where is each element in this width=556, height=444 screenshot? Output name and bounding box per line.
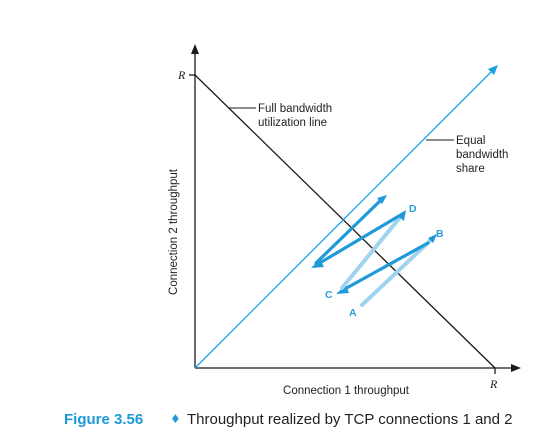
arrow-b-to-c [341,241,430,292]
point-label-d: D [409,203,417,215]
full-bandwidth-utilization-line [194,74,496,369]
caption-text: Throughput realized by TCP connections 1… [187,411,513,428]
figure-caption: Figure 3.56 ♦ Throughput realized by TCP… [64,411,513,428]
arrow-a-to-b [360,236,435,307]
equal-share-label-line-3: share [456,163,485,175]
full-bandwidth-label-line-1: Full bandwidth [258,103,332,115]
equal-share-label-line-2: bandwidth [456,149,508,161]
arrow-e-up [314,198,383,265]
x-axis-max-label: R [489,377,498,391]
equal-share-label-line-1: Equal [456,135,485,147]
y-axis-label: Connection 2 throughput [168,168,180,295]
y-axis-max-label: R [177,68,186,82]
point-label-c: C [325,289,333,301]
arrow-a-to-b-head [428,234,437,243]
full-bandwidth-label: Full bandwidth utilization line [258,103,335,129]
equal-share-arrowhead [488,65,498,75]
caption-diamond-icon: ♦ [170,412,181,426]
x-axis-arrowhead [511,364,521,372]
trajectory [311,195,437,307]
equal-bandwidth-share-line [194,70,493,369]
full-bandwidth-label-line-2: utilization line [258,117,327,129]
arrow-e-up-head [377,195,387,204]
point-label-a: A [349,307,357,319]
y-axis-arrowhead [191,44,199,54]
arrow-c-to-d [340,213,404,290]
arrow-d-to-e [316,211,406,266]
equal-share-label: Equal bandwidth share [456,135,512,175]
axes [189,44,521,374]
point-label-b: B [436,228,444,240]
caption-figure-number: Figure 3.56 [64,411,143,428]
x-axis-label: Connection 1 throughput [283,385,410,397]
